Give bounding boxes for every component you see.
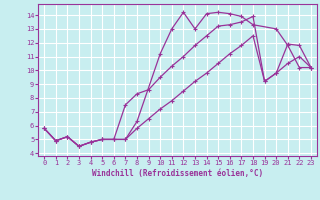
X-axis label: Windchill (Refroidissement éolien,°C): Windchill (Refroidissement éolien,°C): [92, 169, 263, 178]
